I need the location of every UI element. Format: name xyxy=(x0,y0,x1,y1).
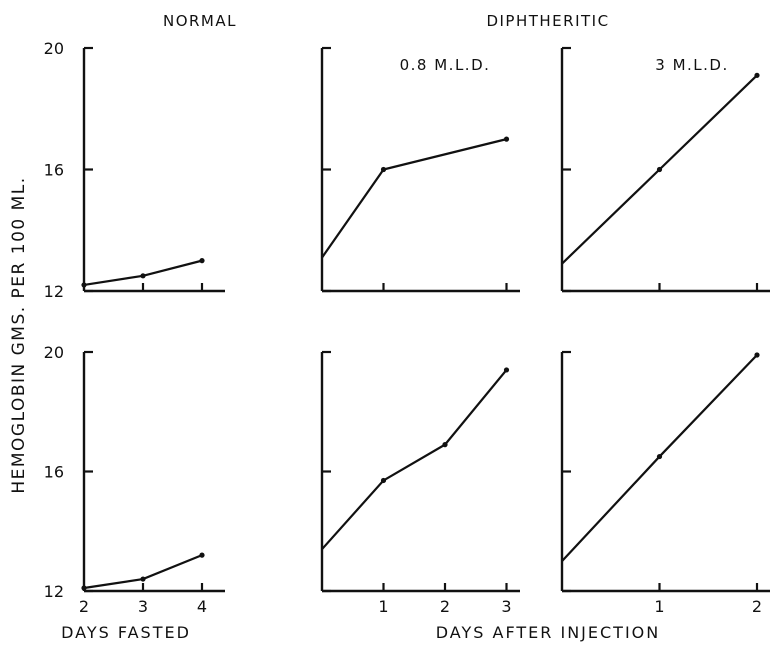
x-tick-label-2: 2 xyxy=(752,597,762,616)
annotation-3-mld: 3 M.L.D. xyxy=(655,56,728,74)
data-point-4 xyxy=(199,258,205,264)
y-tick-label-20: 20 xyxy=(44,39,64,58)
data-point-2 xyxy=(81,282,87,288)
x-tick-label-1: 1 xyxy=(378,597,388,616)
y-tick-label-16: 16 xyxy=(44,161,64,180)
data-point-4 xyxy=(199,552,205,558)
header-normal: NORMAL xyxy=(163,12,237,30)
x-tick-label-3: 3 xyxy=(501,597,511,616)
panel-1: 12 16 20 xyxy=(44,39,225,301)
data-point-2 xyxy=(81,585,87,591)
annotation-0-8-mld: 0.8 M.L.D. xyxy=(400,56,491,74)
x-axis-label-injection: DAYS AFTER INJECTION xyxy=(436,623,660,642)
panel-2 xyxy=(320,46,520,293)
panel-3 xyxy=(560,46,770,293)
x-tick-label-2: 2 xyxy=(79,597,89,616)
data-point-1 xyxy=(656,453,663,460)
x-axis-label-fasted: DAYS FASTED xyxy=(61,623,191,642)
y-tick-label-12: 12 xyxy=(44,582,64,601)
y-tick-label-20: 20 xyxy=(44,343,64,362)
data-point-3 xyxy=(140,273,146,279)
data-point-2 xyxy=(754,72,760,78)
panel-5: 1 2 3 xyxy=(320,350,520,616)
data-point-3 xyxy=(503,136,510,142)
series-line xyxy=(321,138,507,259)
data-point-1 xyxy=(380,166,387,173)
data-point-1 xyxy=(656,166,663,173)
x-tick-label-1: 1 xyxy=(654,597,664,616)
data-point-3 xyxy=(503,367,510,373)
panel-4: 12 16 20 2 3 4 xyxy=(44,343,225,616)
header-diphtheritic: DIPHTHERITIC xyxy=(486,12,609,30)
data-point-2 xyxy=(754,352,760,358)
y-tick-label-12: 12 xyxy=(44,282,64,301)
data-point-3 xyxy=(140,576,146,582)
x-tick-label-3: 3 xyxy=(138,597,148,616)
data-point-2 xyxy=(442,442,448,448)
x-tick-label-4: 4 xyxy=(197,597,207,616)
series-line xyxy=(321,369,508,550)
y-tick-label-16: 16 xyxy=(44,463,64,482)
y-axis-label: HEMOGLOBIN GMS. PER 100 ML. xyxy=(9,176,29,493)
data-point-1 xyxy=(380,477,387,484)
series-line xyxy=(83,259,203,287)
x-tick-label-2: 2 xyxy=(440,597,450,616)
